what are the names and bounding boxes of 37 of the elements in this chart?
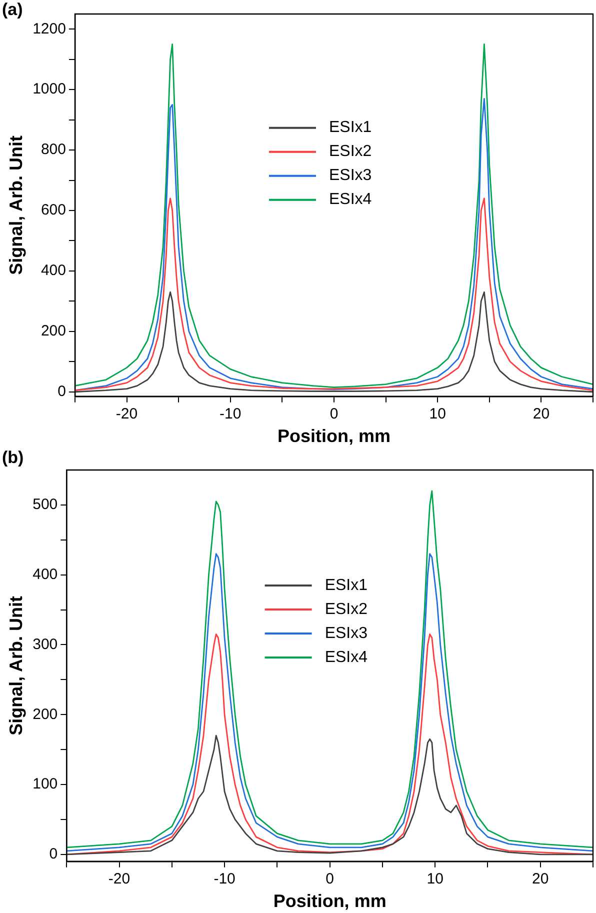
y-tick-label: 200 <box>40 322 66 340</box>
y-tick-label: 500 <box>32 496 58 514</box>
y-tick-label: 100 <box>32 776 58 793</box>
y-tick-label: 300 <box>32 636 58 653</box>
x-axis-title: Position, mm <box>277 426 390 446</box>
x-tick-label: 10 <box>426 870 444 888</box>
y-tick-label: 600 <box>40 202 66 219</box>
legend-label: ESIx1 <box>324 576 368 594</box>
x-tick-label: 0 <box>330 406 338 423</box>
x-tick-label: 20 <box>532 870 549 888</box>
x-axis-title: Position, mm <box>273 891 386 912</box>
y-tick-label: 0 <box>58 383 66 400</box>
y-tick-label: 1000 <box>32 80 66 98</box>
y-tick-label: 1200 <box>32 20 66 38</box>
y-tick-label: 200 <box>32 706 58 723</box>
y-tick-label: 800 <box>40 141 66 158</box>
legend-label: ESIx4 <box>324 648 368 666</box>
chart-title: (b) <box>2 448 24 468</box>
y-tick-label: 0 <box>49 846 58 863</box>
x-tick-label: 20 <box>532 406 550 423</box>
legend-label: ESIx1 <box>328 119 372 136</box>
x-tick-label: -10 <box>214 870 236 888</box>
y-axis-title: Signal, Arb. Unit <box>6 596 26 736</box>
legend-label: ESIx2 <box>324 600 368 618</box>
legend-label: ESIx2 <box>328 143 372 160</box>
y-tick-label: 400 <box>40 262 66 280</box>
legend-label: ESIx3 <box>328 167 372 184</box>
legend-label: ESIx3 <box>324 624 368 642</box>
x-tick-label: 0 <box>326 870 334 888</box>
chart-title: (a) <box>2 0 23 20</box>
x-tick-label: 10 <box>429 406 446 423</box>
x-tick-label: -20 <box>116 406 138 423</box>
x-tick-label: -10 <box>220 406 242 423</box>
y-axis-title: Signal, Arb. Unit <box>6 136 26 275</box>
y-tick-label: 400 <box>32 566 58 583</box>
legend-label: ESIx4 <box>328 191 372 208</box>
x-tick-label: -20 <box>108 870 130 888</box>
